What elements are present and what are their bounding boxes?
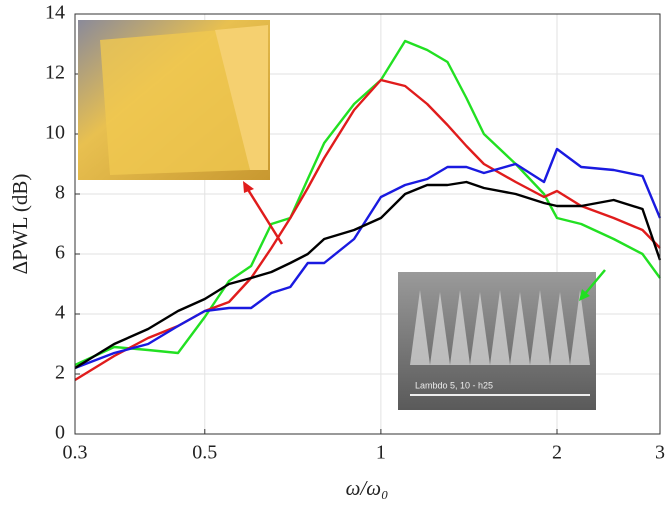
arrow-head (579, 289, 590, 301)
x-tick-label: 3 (655, 442, 665, 464)
x-axis-label: ω/ω₀ (346, 476, 389, 500)
y-tick-label: 12 (45, 62, 65, 84)
y-tick-label: 10 (45, 122, 65, 144)
photo-detail (410, 290, 590, 365)
x-tick-label: 1 (376, 442, 386, 464)
inset-photo-cheese (78, 20, 270, 180)
y-tick-label: 0 (55, 422, 65, 444)
x-tick-label: 0.5 (192, 442, 217, 464)
y-tick-label: 6 (55, 242, 65, 264)
series-line (74, 180, 662, 370)
arrow (583, 269, 606, 296)
arrow-head (243, 181, 254, 193)
y-tick-label: 14 (45, 2, 65, 24)
y-tick-label: 8 (55, 182, 65, 204)
x-tick-label: 2 (552, 442, 562, 464)
y-tick-label: 4 (55, 302, 65, 324)
arrows (243, 181, 606, 301)
plot-frame (74, 13, 661, 435)
x-tick-label: 0.3 (63, 442, 88, 464)
lines (74, 39, 662, 382)
arrow (245, 187, 284, 245)
y-axis-label: ΔPWL (dB) (8, 174, 32, 275)
photo-detail (215, 25, 268, 170)
photo-detail (100, 30, 250, 175)
inset-label: Lambdo 5, 10 - h25 (415, 380, 493, 390)
y-tick-label: 2 (55, 362, 65, 384)
inset-photo-grey: Lambdo 5, 10 - h25 (398, 272, 596, 410)
series-line (74, 147, 662, 370)
